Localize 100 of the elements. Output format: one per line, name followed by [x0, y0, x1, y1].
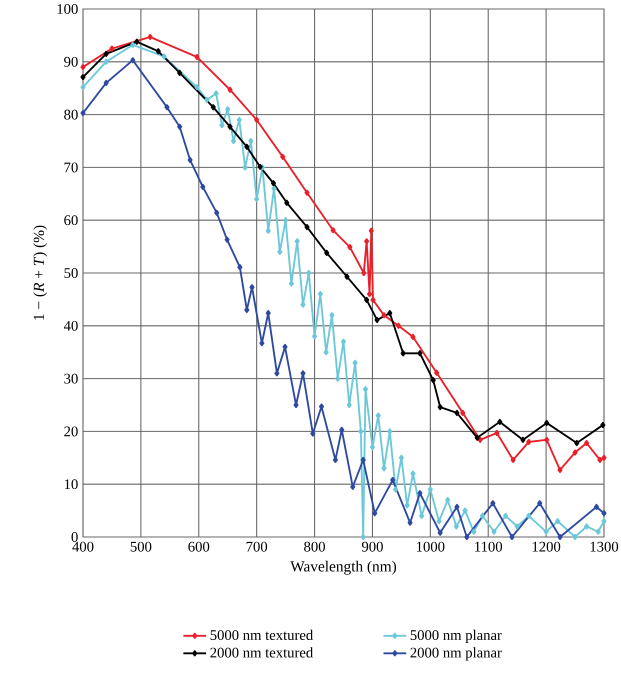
y-tick-label: 20 [64, 426, 78, 436]
point [304, 190, 310, 196]
point [364, 296, 370, 303]
point [347, 244, 352, 250]
point [237, 264, 242, 270]
point [104, 58, 109, 65]
point [557, 466, 563, 474]
point [601, 454, 607, 461]
point [596, 528, 601, 535]
point [288, 280, 294, 287]
point [244, 144, 250, 150]
point [376, 412, 381, 419]
x-tick-label: 1300 [590, 542, 618, 552]
point [474, 434, 480, 441]
point [584, 523, 590, 530]
point [396, 322, 402, 329]
point [80, 110, 86, 116]
point [520, 436, 526, 443]
point [544, 528, 549, 535]
point [156, 48, 161, 54]
point [358, 428, 364, 434]
point [335, 376, 340, 382]
point [460, 410, 466, 416]
point [445, 496, 450, 504]
point [104, 80, 109, 86]
point [601, 518, 607, 524]
point [364, 238, 370, 244]
point [214, 90, 219, 97]
point [454, 523, 459, 530]
x-tick-label: 1200 [532, 542, 560, 552]
point [417, 490, 422, 496]
point [177, 124, 182, 130]
point [537, 500, 542, 506]
point [306, 270, 312, 276]
point [410, 334, 416, 340]
point [480, 512, 485, 519]
point [584, 440, 590, 446]
point [266, 228, 271, 234]
point [270, 180, 276, 186]
y-tick-label: 10 [64, 479, 78, 490]
point [572, 449, 578, 456]
point [80, 84, 86, 90]
point [280, 154, 286, 160]
point [503, 512, 508, 519]
point [494, 430, 500, 436]
point [597, 456, 602, 463]
point [390, 476, 396, 484]
point [177, 70, 182, 76]
point [367, 291, 372, 298]
point [600, 422, 606, 428]
point [555, 518, 560, 524]
y-tick-label: 60 [64, 215, 78, 226]
point [510, 456, 516, 463]
y-tick-label: 80 [64, 110, 78, 120]
y-tick-label: 90 [64, 56, 78, 67]
point [148, 34, 153, 40]
point [104, 50, 109, 57]
point [109, 46, 114, 52]
point [130, 57, 136, 64]
point [572, 534, 578, 540]
point [248, 138, 254, 144]
point [400, 350, 406, 356]
point [271, 185, 277, 192]
point [526, 438, 532, 446]
point [330, 227, 336, 234]
point [164, 104, 170, 110]
point [254, 116, 260, 123]
point [509, 534, 514, 540]
point [293, 402, 299, 408]
point [228, 86, 233, 93]
point [526, 512, 532, 519]
y-tick-label: 70 [64, 162, 78, 172]
point [324, 250, 330, 256]
y-tick-label: 50 [64, 268, 78, 278]
point [352, 360, 358, 366]
point [224, 236, 230, 243]
point [430, 377, 436, 384]
y-axis-title: 1 − (R + T) (%) [33, 226, 48, 320]
point [204, 96, 210, 103]
point [294, 238, 300, 244]
point [304, 224, 310, 230]
point [134, 38, 140, 45]
x-tick-label: 900 [362, 542, 383, 552]
y-tick-label: 40 [64, 320, 78, 331]
point [601, 510, 607, 516]
point [557, 534, 563, 540]
point [490, 500, 496, 506]
point [361, 270, 366, 276]
point [344, 274, 350, 280]
point [574, 440, 580, 446]
point [80, 64, 86, 70]
point [214, 210, 220, 216]
point [200, 184, 206, 190]
point [381, 312, 387, 318]
x-tick-label: 1100 [475, 542, 502, 552]
point [282, 344, 288, 350]
point [230, 138, 236, 144]
x-tick-label: 700 [246, 542, 268, 552]
point [464, 534, 470, 540]
x-tick-label: 500 [130, 542, 152, 552]
